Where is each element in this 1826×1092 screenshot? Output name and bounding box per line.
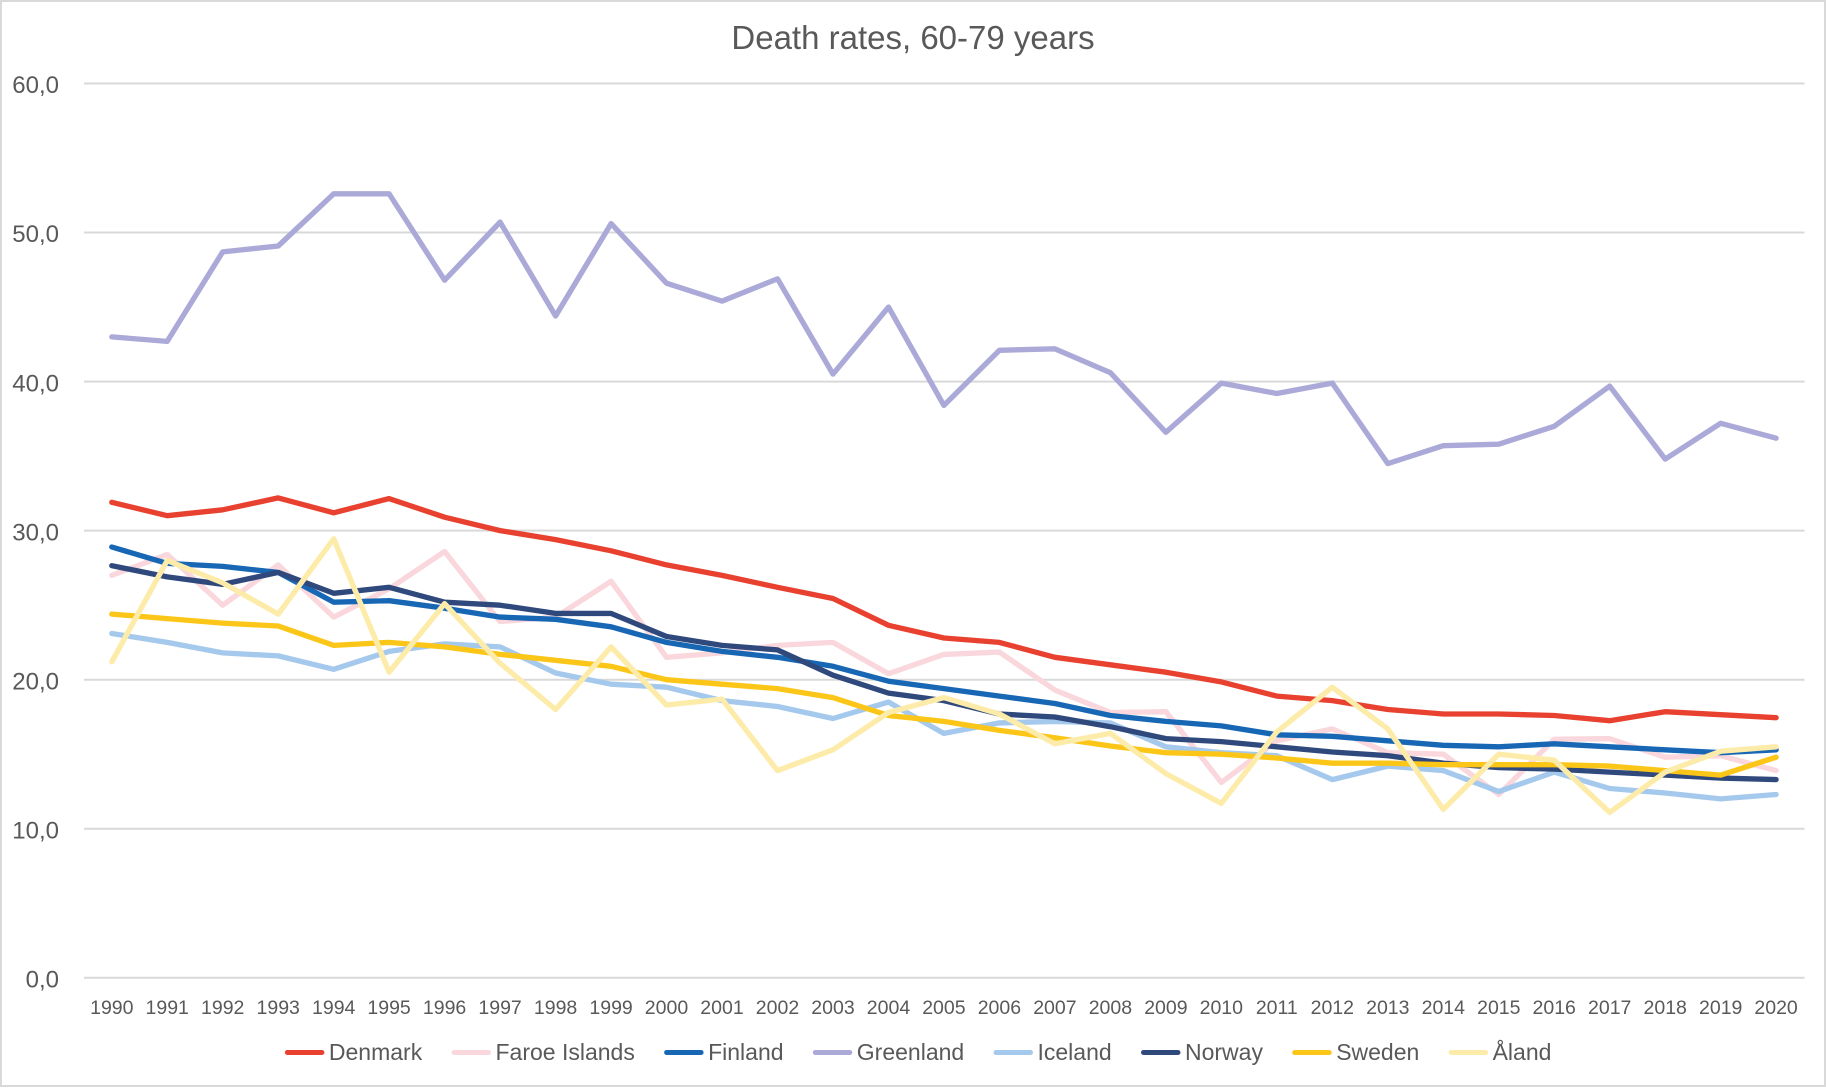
svg-text:Finland: Finland bbox=[708, 1039, 783, 1065]
svg-text:2008: 2008 bbox=[1089, 997, 1132, 1019]
svg-text:Sweden: Sweden bbox=[1336, 1039, 1419, 1065]
svg-text:1997: 1997 bbox=[478, 997, 521, 1019]
svg-text:Denmark: Denmark bbox=[329, 1039, 423, 1065]
svg-text:2004: 2004 bbox=[867, 997, 911, 1019]
svg-text:40,0: 40,0 bbox=[12, 370, 59, 397]
svg-text:2017: 2017 bbox=[1588, 997, 1631, 1019]
svg-text:10,0: 10,0 bbox=[12, 818, 59, 845]
svg-text:0,0: 0,0 bbox=[26, 967, 59, 994]
svg-text:1993: 1993 bbox=[257, 997, 300, 1019]
svg-text:Greenland: Greenland bbox=[857, 1039, 964, 1065]
svg-text:2013: 2013 bbox=[1366, 997, 1409, 1019]
svg-text:1990: 1990 bbox=[90, 997, 134, 1019]
svg-text:1995: 1995 bbox=[367, 997, 411, 1019]
svg-text:1998: 1998 bbox=[534, 997, 577, 1019]
svg-text:2020: 2020 bbox=[1754, 997, 1798, 1019]
svg-text:2012: 2012 bbox=[1311, 997, 1354, 1019]
svg-text:2002: 2002 bbox=[756, 997, 799, 1019]
svg-text:Åland: Åland bbox=[1493, 1038, 1552, 1065]
svg-text:2000: 2000 bbox=[645, 997, 689, 1019]
svg-text:Death rates, 60-79 years: Death rates, 60-79 years bbox=[731, 19, 1094, 56]
svg-text:2015: 2015 bbox=[1477, 997, 1521, 1019]
svg-text:2007: 2007 bbox=[1033, 997, 1076, 1019]
svg-text:1994: 1994 bbox=[312, 997, 356, 1019]
svg-text:1991: 1991 bbox=[146, 997, 189, 1019]
svg-text:2003: 2003 bbox=[811, 997, 854, 1019]
svg-text:Faroe Islands: Faroe Islands bbox=[496, 1039, 635, 1065]
svg-text:50,0: 50,0 bbox=[12, 221, 59, 248]
svg-text:2019: 2019 bbox=[1699, 997, 1742, 1019]
svg-text:2006: 2006 bbox=[978, 997, 1021, 1019]
svg-text:Iceland: Iceland bbox=[1038, 1039, 1112, 1065]
svg-text:2018: 2018 bbox=[1644, 997, 1687, 1019]
svg-text:1996: 1996 bbox=[423, 997, 466, 1019]
svg-text:1999: 1999 bbox=[589, 997, 632, 1019]
svg-text:2010: 2010 bbox=[1200, 997, 1244, 1019]
svg-text:2001: 2001 bbox=[700, 997, 743, 1019]
svg-text:2009: 2009 bbox=[1144, 997, 1187, 1019]
svg-text:60,0: 60,0 bbox=[12, 72, 59, 99]
svg-text:Norway: Norway bbox=[1185, 1039, 1263, 1065]
svg-text:1992: 1992 bbox=[201, 997, 244, 1019]
svg-text:20,0: 20,0 bbox=[12, 668, 59, 695]
svg-text:2005: 2005 bbox=[922, 997, 966, 1019]
svg-text:2016: 2016 bbox=[1533, 997, 1576, 1019]
svg-text:30,0: 30,0 bbox=[12, 519, 59, 546]
svg-text:2014: 2014 bbox=[1422, 997, 1466, 1019]
svg-text:2011: 2011 bbox=[1256, 997, 1298, 1019]
